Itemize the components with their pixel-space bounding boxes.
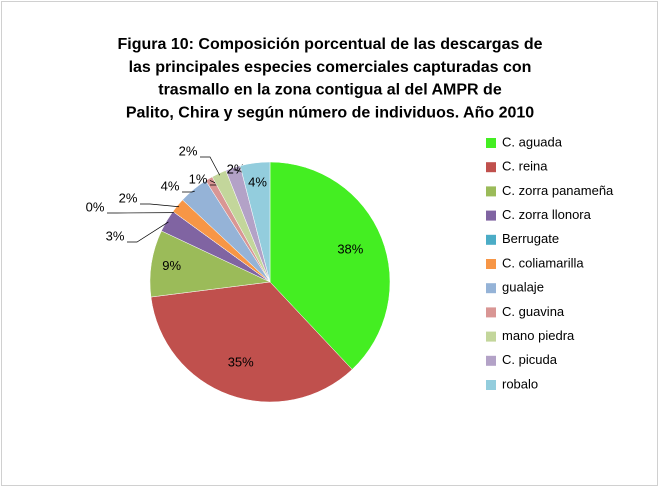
legend-swatch	[486, 355, 496, 366]
legend-swatch	[486, 259, 496, 269]
leader-line	[127, 221, 169, 243]
legend-swatch	[486, 380, 496, 390]
data-label: 4%	[248, 175, 267, 190]
pie-slice	[150, 281, 353, 403]
data-label: 35%	[228, 355, 254, 370]
data-label: 0%	[86, 199, 105, 214]
data-label: 2%	[227, 161, 246, 176]
leader-line	[140, 203, 180, 208]
pie-slice	[239, 161, 271, 283]
legend-label: C. reina	[502, 159, 548, 174]
legend-label: C. zorra panameña	[502, 183, 614, 198]
legend-swatch	[486, 307, 496, 318]
legend-swatch	[486, 162, 496, 173]
legend-label: C. aguada	[502, 134, 563, 149]
legend-label: robalo	[502, 376, 538, 391]
legend-swatch	[486, 186, 496, 197]
legend-swatch	[486, 331, 496, 342]
chart-title: trasmallo en la zona contigua al del AMP…	[158, 82, 502, 99]
legend-label: C. zorra llonora	[502, 207, 592, 222]
data-label: 1%	[189, 171, 208, 186]
legend-swatch	[486, 210, 496, 221]
legend-swatch	[486, 283, 496, 294]
legend-swatch	[486, 234, 496, 245]
data-label: 38%	[337, 242, 363, 257]
chart-title: las principales especies comerciales cap…	[129, 59, 532, 76]
leader-line	[200, 156, 221, 176]
legend-label: Berrugate	[502, 231, 559, 246]
data-label: 2%	[179, 143, 198, 158]
chart-title: Figura 10: Composición porcentual de las…	[117, 36, 542, 53]
chart-title: Palito, Chira y según número de individu…	[126, 104, 534, 121]
data-label: 2%	[119, 190, 138, 205]
data-label: 3%	[106, 228, 125, 243]
data-label: 4%	[161, 178, 180, 193]
legend-label: mano piedra	[502, 328, 575, 343]
data-label: 9%	[162, 258, 181, 273]
legend-label: C. guavina	[502, 304, 565, 319]
legend-label: C. coliamarilla	[502, 255, 584, 270]
leader-line	[182, 190, 195, 193]
legend-swatch	[486, 138, 496, 148]
legend-label: gualaje	[502, 280, 544, 295]
pie-slice	[269, 161, 391, 370]
legend-label: C. picuda	[502, 352, 558, 367]
